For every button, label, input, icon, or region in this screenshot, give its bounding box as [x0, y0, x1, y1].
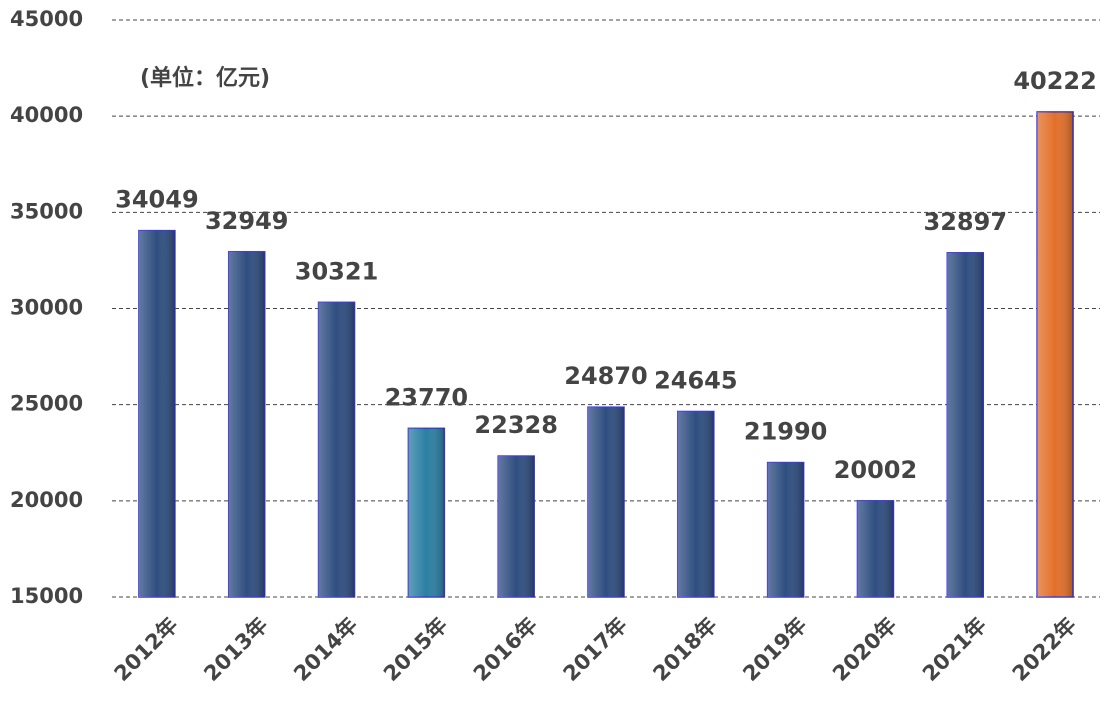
value-label: 20002	[834, 456, 918, 484]
y-tick-label: 15000	[10, 584, 83, 608]
x-tick-label: 2013年	[199, 613, 272, 686]
bar-shade	[408, 428, 445, 597]
value-label: 40222	[1013, 67, 1097, 95]
value-label: 34049	[115, 186, 199, 214]
bar-shade	[1037, 111, 1074, 598]
x-tick-label: 2016年	[469, 613, 542, 686]
value-label: 24870	[564, 362, 648, 390]
value-label: 30321	[295, 257, 379, 285]
x-tick-label: 2015年	[379, 613, 452, 686]
value-label: 24645	[654, 366, 738, 394]
bar-shade	[767, 462, 804, 597]
y-tick-label: 20000	[10, 488, 83, 512]
bar-shade	[138, 230, 175, 597]
value-label: 21990	[744, 418, 828, 446]
y-tick-label: 45000	[10, 7, 83, 31]
bar-shade	[857, 500, 894, 597]
bar-shade	[318, 302, 355, 597]
x-tick-label: 2017年	[559, 613, 632, 686]
y-tick-label: 30000	[10, 296, 83, 320]
x-tick-label: 2018年	[648, 613, 721, 686]
bar-shade	[588, 407, 624, 597]
bar-shade	[677, 411, 714, 597]
value-label: 22328	[474, 411, 558, 439]
x-tick-label: 2012年	[110, 613, 183, 686]
value-label: 32949	[205, 207, 289, 235]
value-label: 32897	[924, 208, 1008, 236]
x-tick-label: 2020年	[828, 613, 901, 686]
y-tick-label: 40000	[10, 103, 83, 127]
bar-shade	[228, 251, 265, 598]
x-tick-label: 2014年	[289, 613, 362, 686]
y-tick-label: 35000	[10, 199, 83, 223]
unit-annotation: (单位：亿元)	[140, 65, 270, 91]
x-tick-label: 2021年	[918, 613, 991, 686]
bar-shade	[947, 252, 984, 597]
value-label: 23770	[385, 383, 469, 411]
x-tick-label: 2019年	[738, 613, 811, 686]
bar-shade	[498, 456, 535, 597]
x-tick-label: 2022年	[1008, 613, 1081, 686]
y-tick-label: 25000	[10, 392, 83, 416]
